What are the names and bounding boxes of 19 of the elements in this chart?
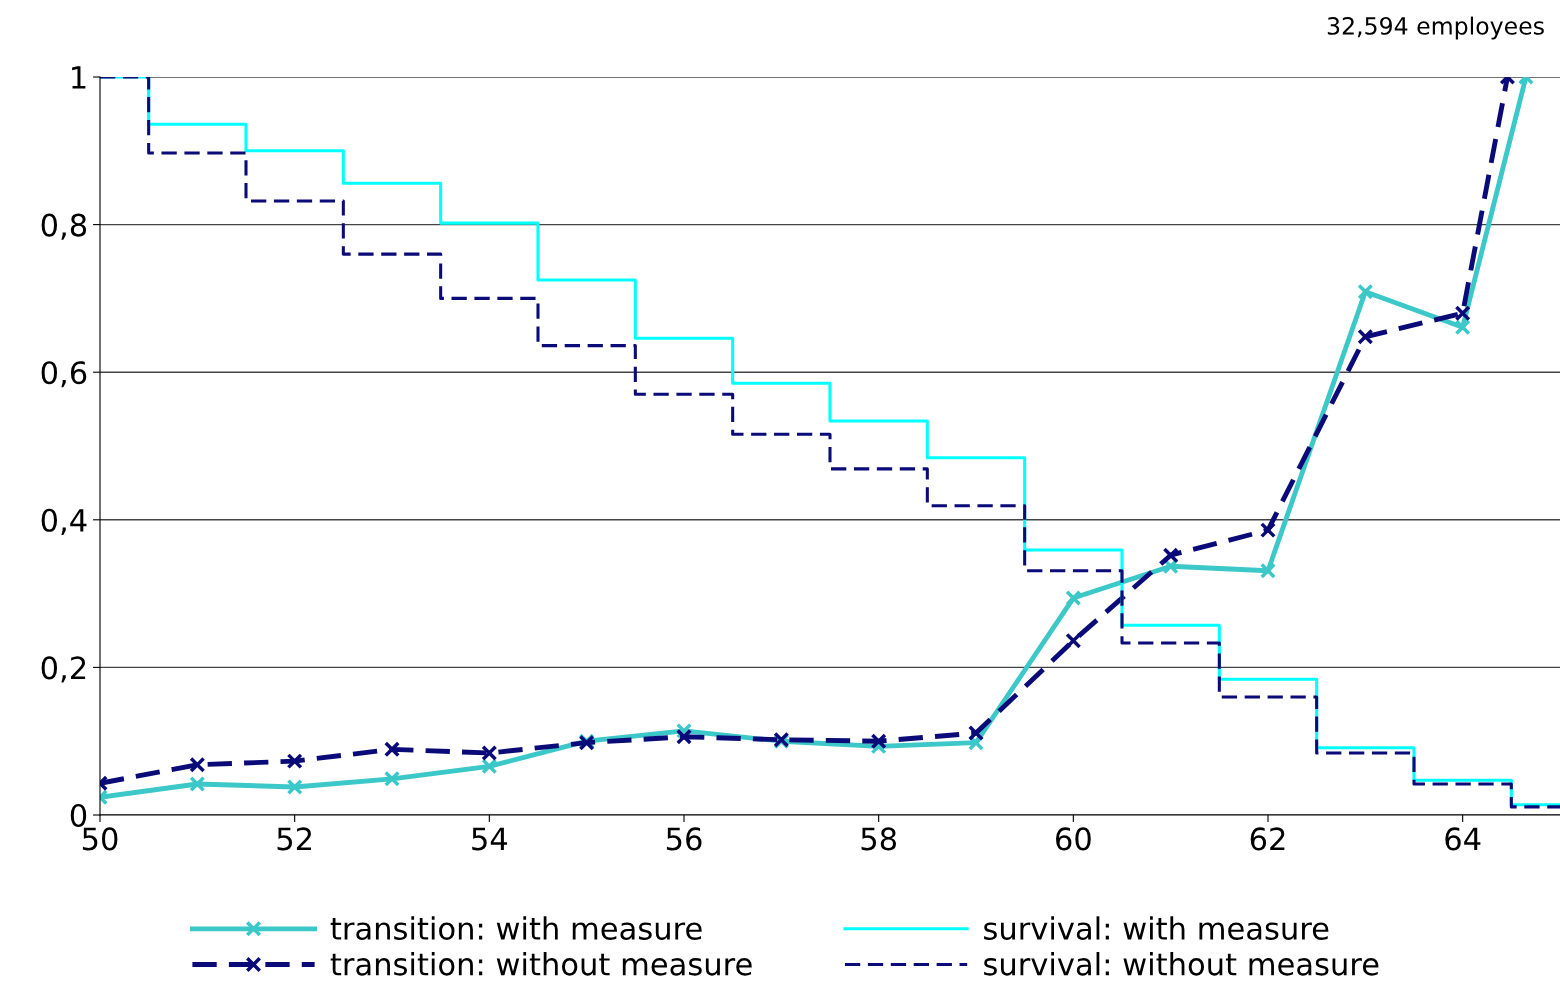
x-tick-label: 64 — [1445, 827, 1481, 851]
y-tick-label: 0 — [70, 803, 87, 828]
x-tick-label: 54 — [472, 827, 508, 851]
y-tick-label: 0,6 — [41, 361, 87, 388]
legend-label: survival: with measure — [984, 916, 1329, 940]
legend-label: transition: without measure — [330, 951, 752, 976]
y-tick-label: 1 — [72, 66, 86, 89]
x-tick-label: 56 — [666, 827, 702, 851]
y-tick-label: 0,8 — [41, 213, 87, 240]
legend-label: transition: with measure — [330, 916, 702, 940]
x-tick-label: 52 — [277, 827, 312, 851]
legend-label: survival: without measure — [984, 951, 1379, 976]
text: 32,594 employees — [1327, 16, 1544, 40]
x-tick-label: 62 — [1250, 827, 1285, 851]
y-tick-label: 0,4 — [41, 508, 87, 535]
x-tick-label: 50 — [82, 827, 118, 851]
x-tick-label: 60 — [1056, 827, 1091, 851]
x-tick-label: 58 — [861, 827, 897, 851]
y-tick-label: 0,2 — [41, 656, 86, 683]
